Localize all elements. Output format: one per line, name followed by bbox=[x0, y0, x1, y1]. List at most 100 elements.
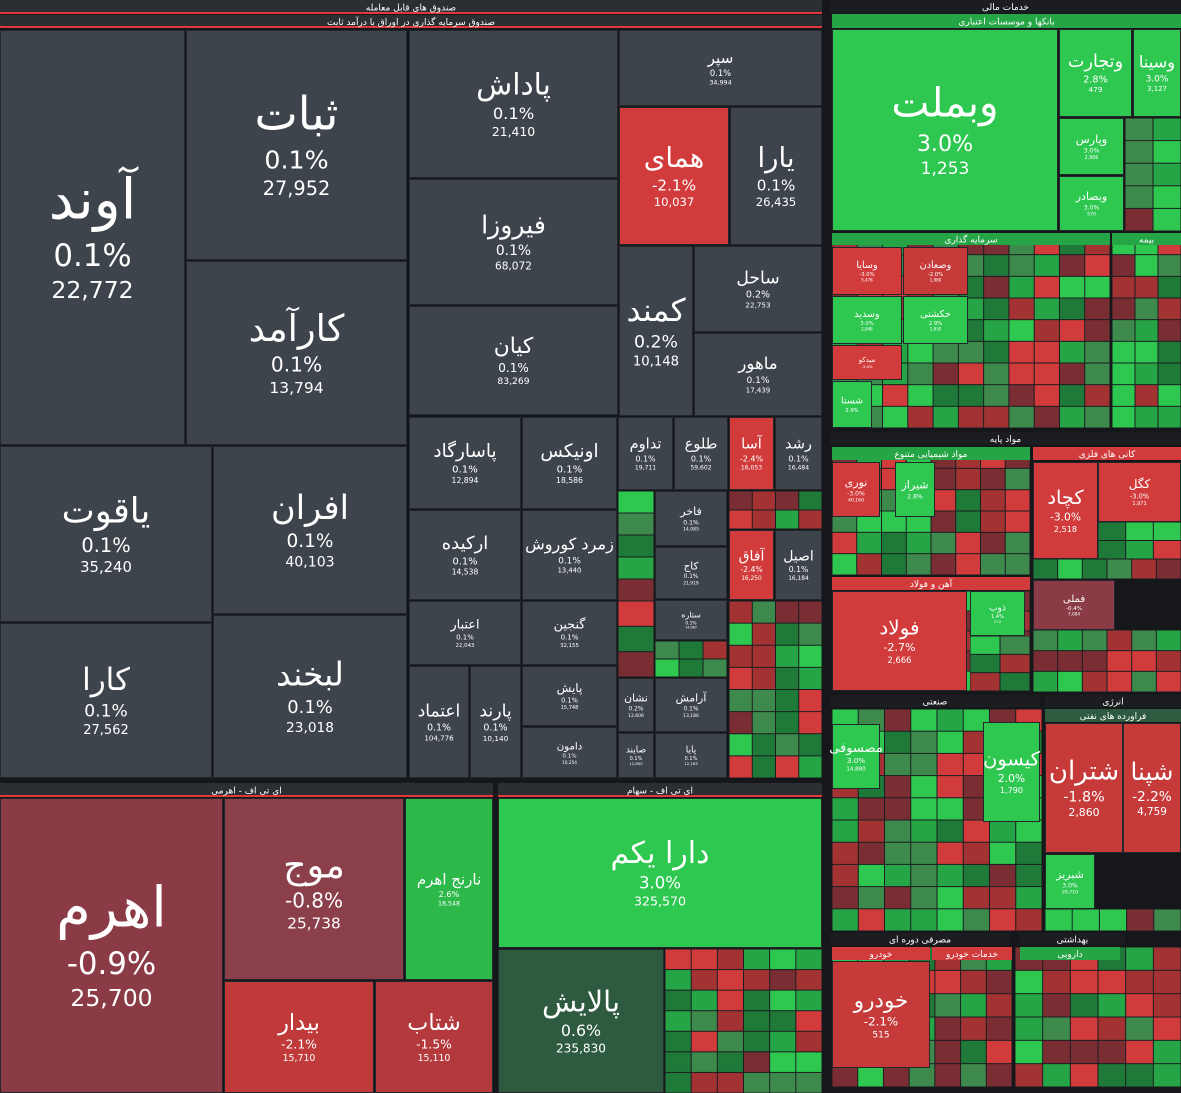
tile: اهرم -0.9%25,700 bbox=[0, 798, 223, 1093]
tile-change: -2.1% bbox=[864, 1015, 898, 1029]
tile-change: 3.0% bbox=[1062, 882, 1078, 889]
filler-cell bbox=[1058, 651, 1082, 671]
tile-change: 3.0% bbox=[917, 131, 973, 157]
tile-change: 0.1% bbox=[757, 176, 796, 194]
cell-bg bbox=[1033, 630, 1181, 692]
filler-cell bbox=[885, 798, 911, 820]
tile-change: 3.0% bbox=[847, 756, 865, 765]
filler-cell bbox=[1034, 406, 1059, 428]
filler-cell bbox=[1000, 636, 1030, 654]
filler-cell bbox=[1085, 298, 1110, 320]
filler-cell bbox=[618, 626, 654, 652]
filler-cell bbox=[933, 363, 958, 385]
header-accent bbox=[498, 795, 822, 797]
filler-cell bbox=[1156, 671, 1181, 692]
tile-value: 14,538 bbox=[452, 567, 479, 576]
tile: آفاق-2.4% 16,250 bbox=[729, 530, 774, 600]
tile-value: 15,110 bbox=[418, 1053, 451, 1064]
filler-cell bbox=[908, 341, 933, 363]
tile-name: کیسون bbox=[983, 748, 1040, 771]
section-header bbox=[830, 0, 1181, 13]
filler-cell bbox=[1135, 341, 1158, 363]
filler-cell bbox=[931, 554, 956, 575]
section-header bbox=[832, 447, 1030, 460]
filler-cell bbox=[1005, 532, 1030, 554]
filler-cell bbox=[1016, 887, 1042, 909]
tile-rect bbox=[1098, 462, 1181, 522]
section-header bbox=[1112, 233, 1181, 245]
tile-value: 16,053 bbox=[741, 465, 762, 472]
section-title: صندوق سرمایه گذاری در اوراق با درآمد ثاب… bbox=[327, 16, 495, 28]
filler-cell bbox=[1135, 385, 1158, 406]
filler-cell bbox=[832, 909, 858, 931]
tile-rect bbox=[213, 615, 407, 778]
tile-name: مصسوفی bbox=[829, 741, 883, 756]
filler-cell bbox=[963, 731, 989, 753]
section-title: کانی های فلزی bbox=[1079, 450, 1136, 460]
tile-name: دامون bbox=[557, 741, 583, 752]
filler-cell bbox=[796, 1072, 822, 1093]
filler-cell bbox=[1158, 298, 1181, 320]
filler-cell bbox=[717, 970, 743, 990]
filler-cell bbox=[1112, 276, 1135, 298]
filler-cell bbox=[752, 491, 775, 510]
tile-rect bbox=[832, 591, 967, 691]
filler-cell bbox=[1156, 630, 1181, 651]
filler-cell bbox=[911, 709, 937, 731]
filler-cell bbox=[799, 667, 822, 689]
filler-cell bbox=[857, 554, 881, 575]
filler-cell bbox=[744, 990, 770, 1011]
filler-cell bbox=[1126, 1040, 1153, 1064]
filler-cell bbox=[984, 276, 1009, 298]
tile-name: ستاره bbox=[681, 611, 701, 620]
filler-cell bbox=[1009, 276, 1034, 298]
filler-cell bbox=[1034, 276, 1059, 298]
filler-cell bbox=[1153, 163, 1181, 186]
tile-change: 2.6% bbox=[439, 889, 460, 899]
tile: نشان 0.2%12,606 bbox=[618, 678, 654, 732]
filler-cell bbox=[1158, 406, 1181, 428]
section-title: مواد شیمیایی متنوع bbox=[895, 450, 968, 460]
tile-name: کیان bbox=[494, 334, 534, 359]
tile: موج -0.8% 25,738 bbox=[224, 798, 404, 980]
filler-cell bbox=[776, 623, 799, 645]
tile-rect bbox=[1033, 580, 1115, 630]
filler-cell bbox=[1085, 406, 1110, 428]
tile-change: 3.0% bbox=[639, 873, 681, 892]
tile-name: صایند bbox=[626, 745, 646, 755]
section-header bbox=[498, 783, 822, 797]
filler-cell bbox=[1085, 385, 1110, 406]
tile-name: گنجین bbox=[554, 617, 587, 633]
header-accent bbox=[0, 795, 493, 797]
tile-rect bbox=[0, 446, 212, 622]
filler-cell bbox=[984, 406, 1009, 428]
tile-value: 40,160 bbox=[848, 498, 864, 504]
filler-cell bbox=[1153, 118, 1181, 141]
tile: ثبات 0.1%27,952 bbox=[186, 30, 407, 260]
tile-change: 0.1% bbox=[496, 243, 531, 259]
filler-cell bbox=[1127, 909, 1154, 931]
tile-value: 479 bbox=[1088, 85, 1102, 94]
tile-value: 2,666 bbox=[888, 655, 912, 665]
filler-cell bbox=[1153, 970, 1181, 994]
tile-name: کمند bbox=[626, 293, 685, 329]
tile: آرامش 0.1%13,186 bbox=[655, 678, 727, 732]
tile-rect bbox=[618, 733, 654, 778]
tile-value: 1,980 bbox=[930, 277, 942, 282]
tile: دارا یکم 3.0%325,570 bbox=[498, 798, 822, 948]
filler-cell bbox=[963, 909, 989, 931]
filler-cell bbox=[796, 1011, 822, 1031]
cell-bg bbox=[1015, 947, 1181, 1087]
tile-change: 0.1% bbox=[498, 361, 529, 375]
filler-cell bbox=[691, 1052, 717, 1072]
tile-change: 0.1% bbox=[789, 565, 809, 574]
tile-change: 0.1% bbox=[53, 238, 131, 274]
